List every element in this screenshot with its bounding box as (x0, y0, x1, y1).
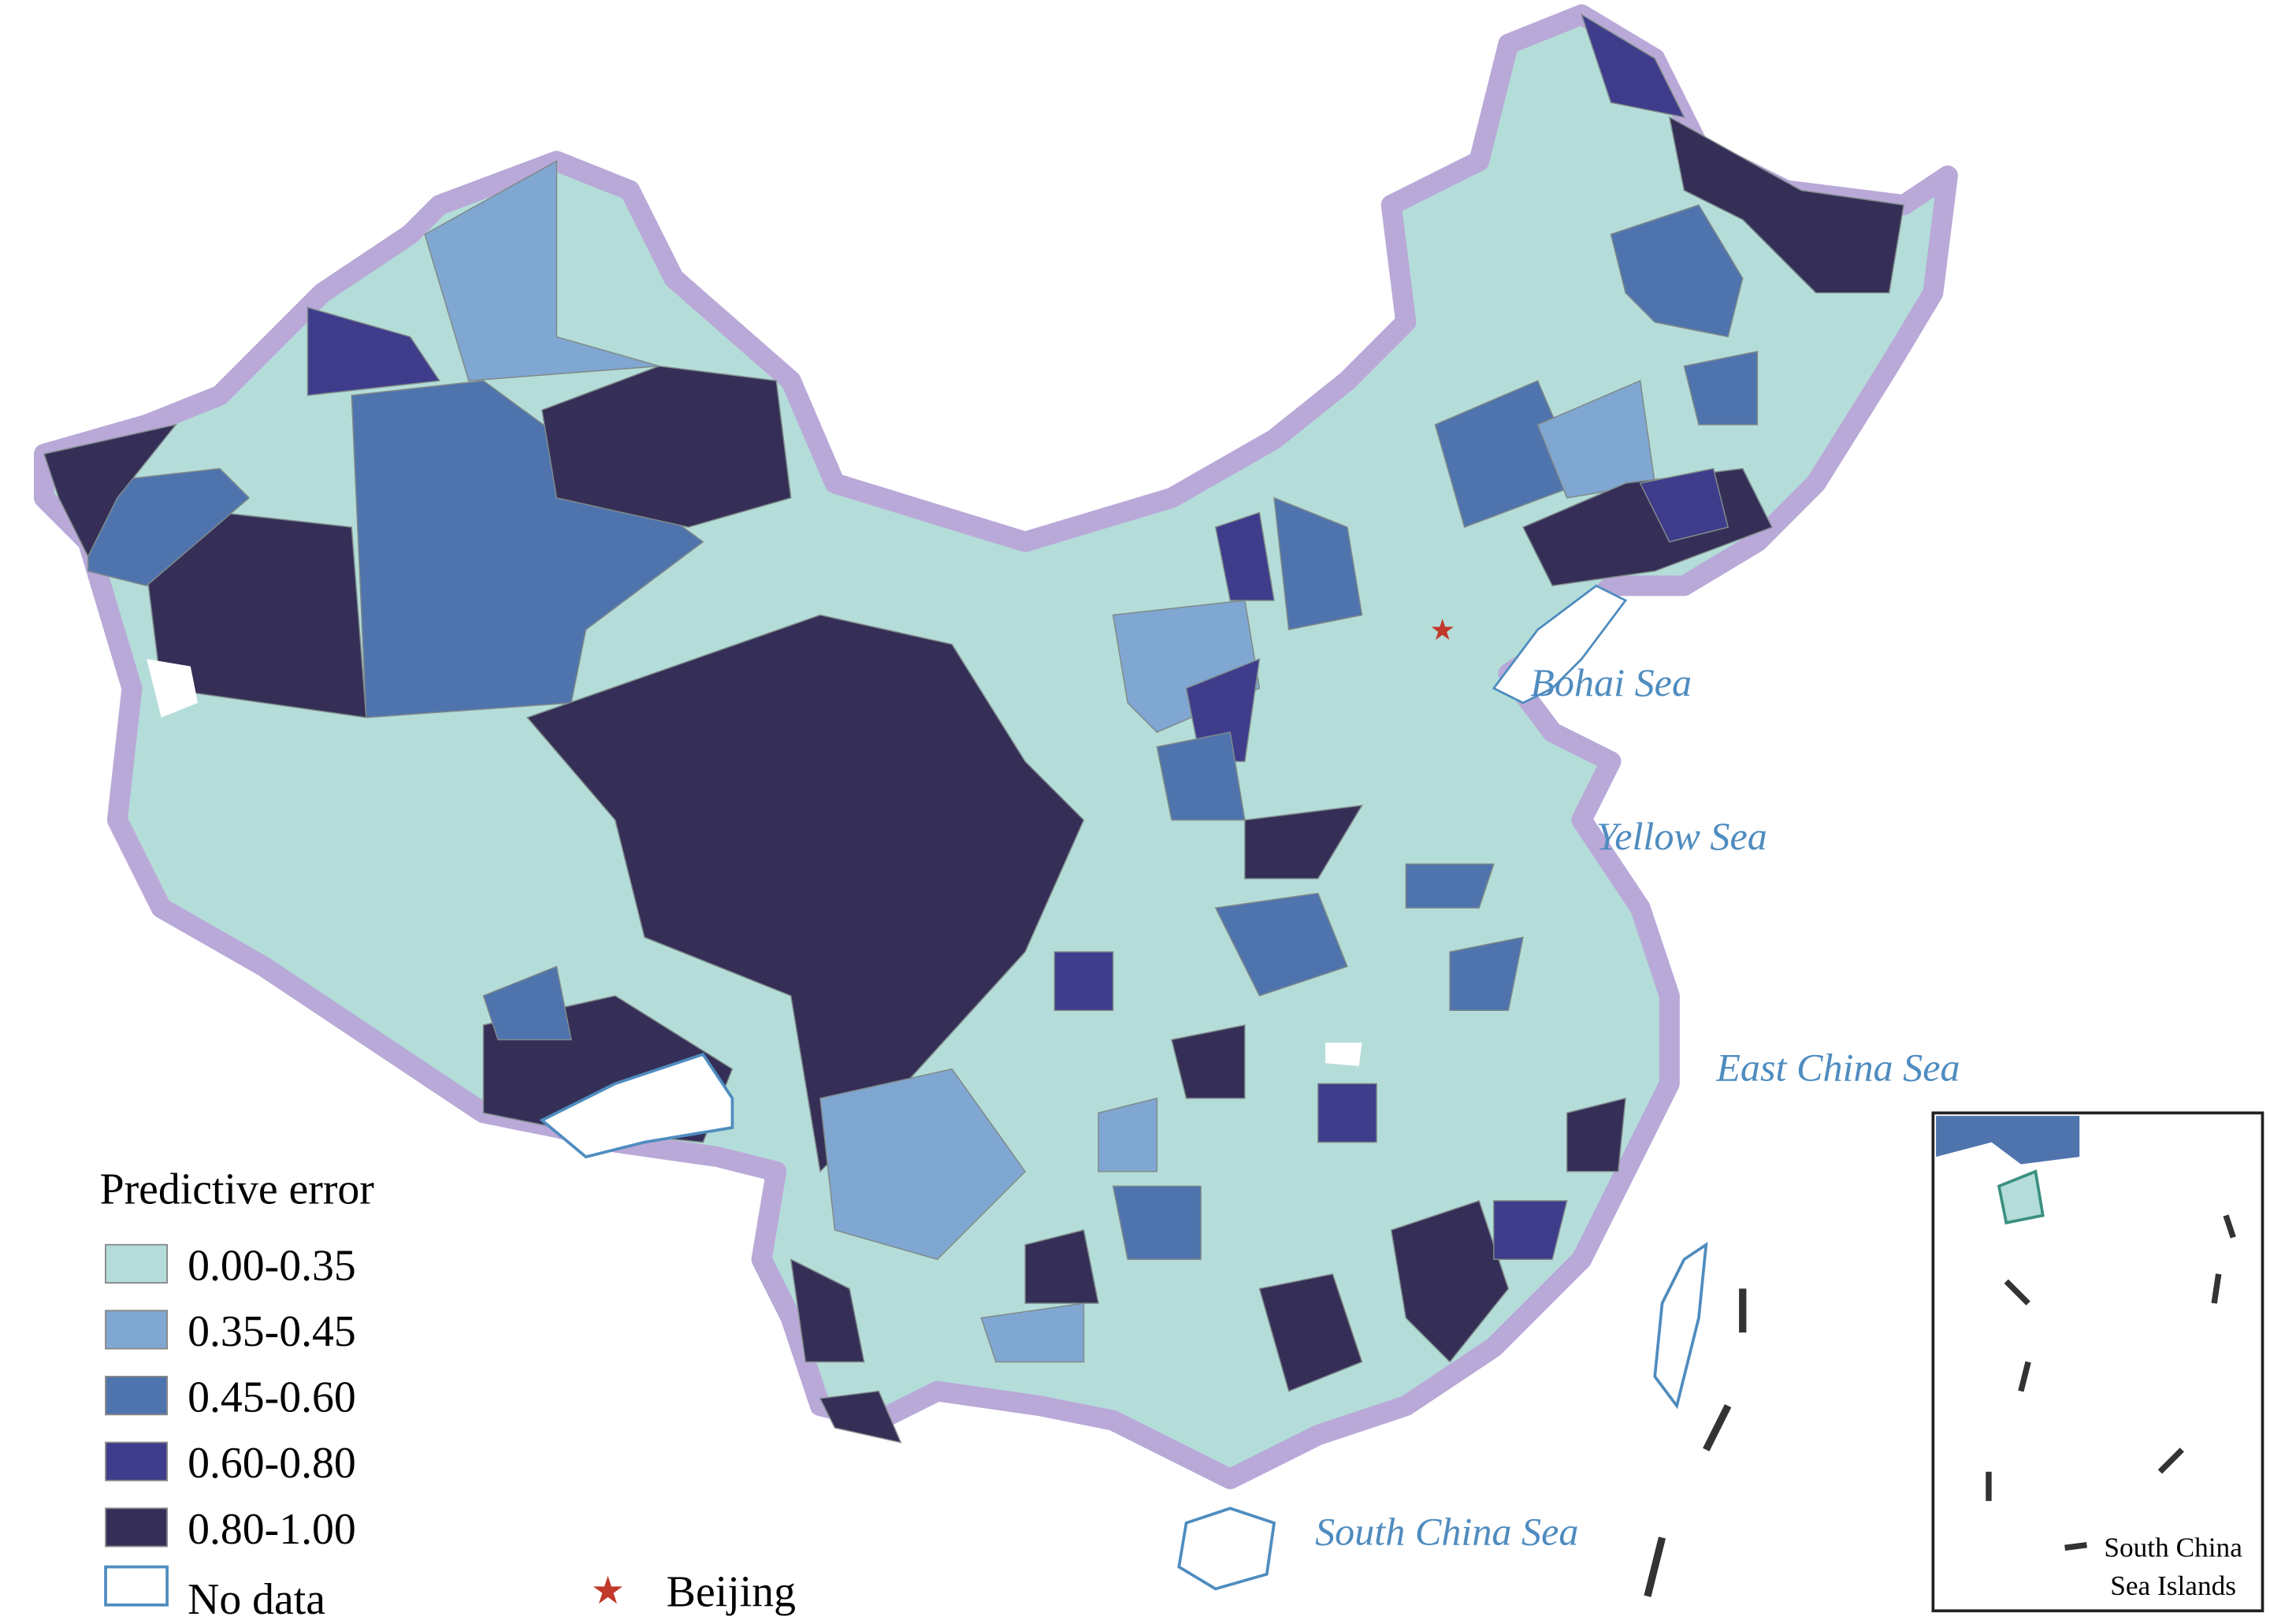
legend-swatch (105, 1375, 169, 1416)
dash (2064, 1541, 2087, 1552)
region (1668, 116, 1905, 294)
legend-swatch (105, 1507, 169, 1548)
region (1171, 1024, 1246, 1099)
region (1273, 496, 1363, 631)
legend-label: 0.45-0.60 (188, 1373, 356, 1422)
legend-label: 0.00-0.35 (188, 1241, 356, 1290)
legend-label: No data (188, 1575, 325, 1624)
region (1258, 1273, 1363, 1392)
legend-swatch (105, 1441, 169, 1481)
legend: Predictive error No data ★ Beijing 0.00-… (100, 1165, 796, 1624)
legend-label: 0.60-0.80 (188, 1439, 356, 1488)
sea-label: South China Sea (1315, 1510, 1578, 1554)
region (482, 965, 572, 1041)
legend-label: Beijing (667, 1568, 796, 1617)
legend-label: 0.35-0.45 (188, 1307, 356, 1356)
legend-swatch (104, 1565, 169, 1607)
inset-dashes (1986, 1214, 2236, 1552)
region (1449, 936, 1524, 1012)
region (1112, 1185, 1202, 1260)
region (1098, 1097, 1158, 1172)
dash (2223, 1214, 2236, 1239)
region (1639, 467, 1729, 543)
no-data-area (539, 1052, 734, 1159)
taiwan (1653, 1241, 1708, 1410)
boundary-dashes (1644, 1288, 1747, 1597)
dash (2004, 1279, 2030, 1306)
land (33, 4, 1958, 1597)
inset-land (1936, 1116, 2080, 1165)
inset-island (1997, 1169, 2045, 1225)
inset-label: Sea Islands (2110, 1570, 2236, 1601)
region (1024, 1229, 1099, 1304)
hainan (1177, 1507, 1276, 1591)
region (1493, 1200, 1568, 1260)
dash (1644, 1537, 1666, 1597)
region (1214, 892, 1348, 997)
region (526, 614, 1085, 1173)
no-data-area (1325, 1042, 1362, 1066)
region (1610, 204, 1744, 338)
region (819, 1068, 1027, 1261)
region (541, 365, 792, 528)
region (43, 423, 178, 558)
inset: South China Sea Islands (1931, 1111, 2264, 1613)
beijing-legend-star: ★ (591, 1570, 625, 1612)
region (789, 1258, 865, 1363)
region (1053, 951, 1114, 1012)
region (1244, 805, 1363, 879)
beijing-star: ★ (1429, 615, 1455, 647)
region (819, 1390, 902, 1444)
region (1405, 863, 1495, 909)
region (1214, 511, 1275, 601)
region (307, 307, 441, 396)
sea-label: East China Sea (1715, 1046, 1960, 1090)
region (1156, 731, 1246, 821)
region (1683, 351, 1759, 426)
legend-swatch (105, 1310, 169, 1350)
legend-swatch (105, 1243, 169, 1284)
dash (2018, 1361, 2031, 1392)
dash (1703, 1404, 1732, 1451)
bohai-water (1492, 584, 1628, 704)
region (980, 1303, 1085, 1363)
sea-label: Bohai Sea (1530, 660, 1692, 704)
no-data-area (147, 659, 199, 718)
region (1566, 1097, 1626, 1172)
region (1317, 1083, 1377, 1143)
region (1390, 1199, 1510, 1363)
region (1185, 658, 1261, 763)
sea-label: Yellow Sea (1596, 814, 1767, 858)
dash (2157, 1447, 2184, 1474)
dash (2211, 1273, 2222, 1304)
inset-frame (1931, 1111, 2264, 1613)
region (1580, 13, 1685, 118)
inset-label: South China (2104, 1533, 2242, 1563)
legend-title: Predictive error (100, 1165, 375, 1214)
legend-label: 0.80-1.00 (188, 1505, 356, 1554)
region (424, 160, 659, 381)
